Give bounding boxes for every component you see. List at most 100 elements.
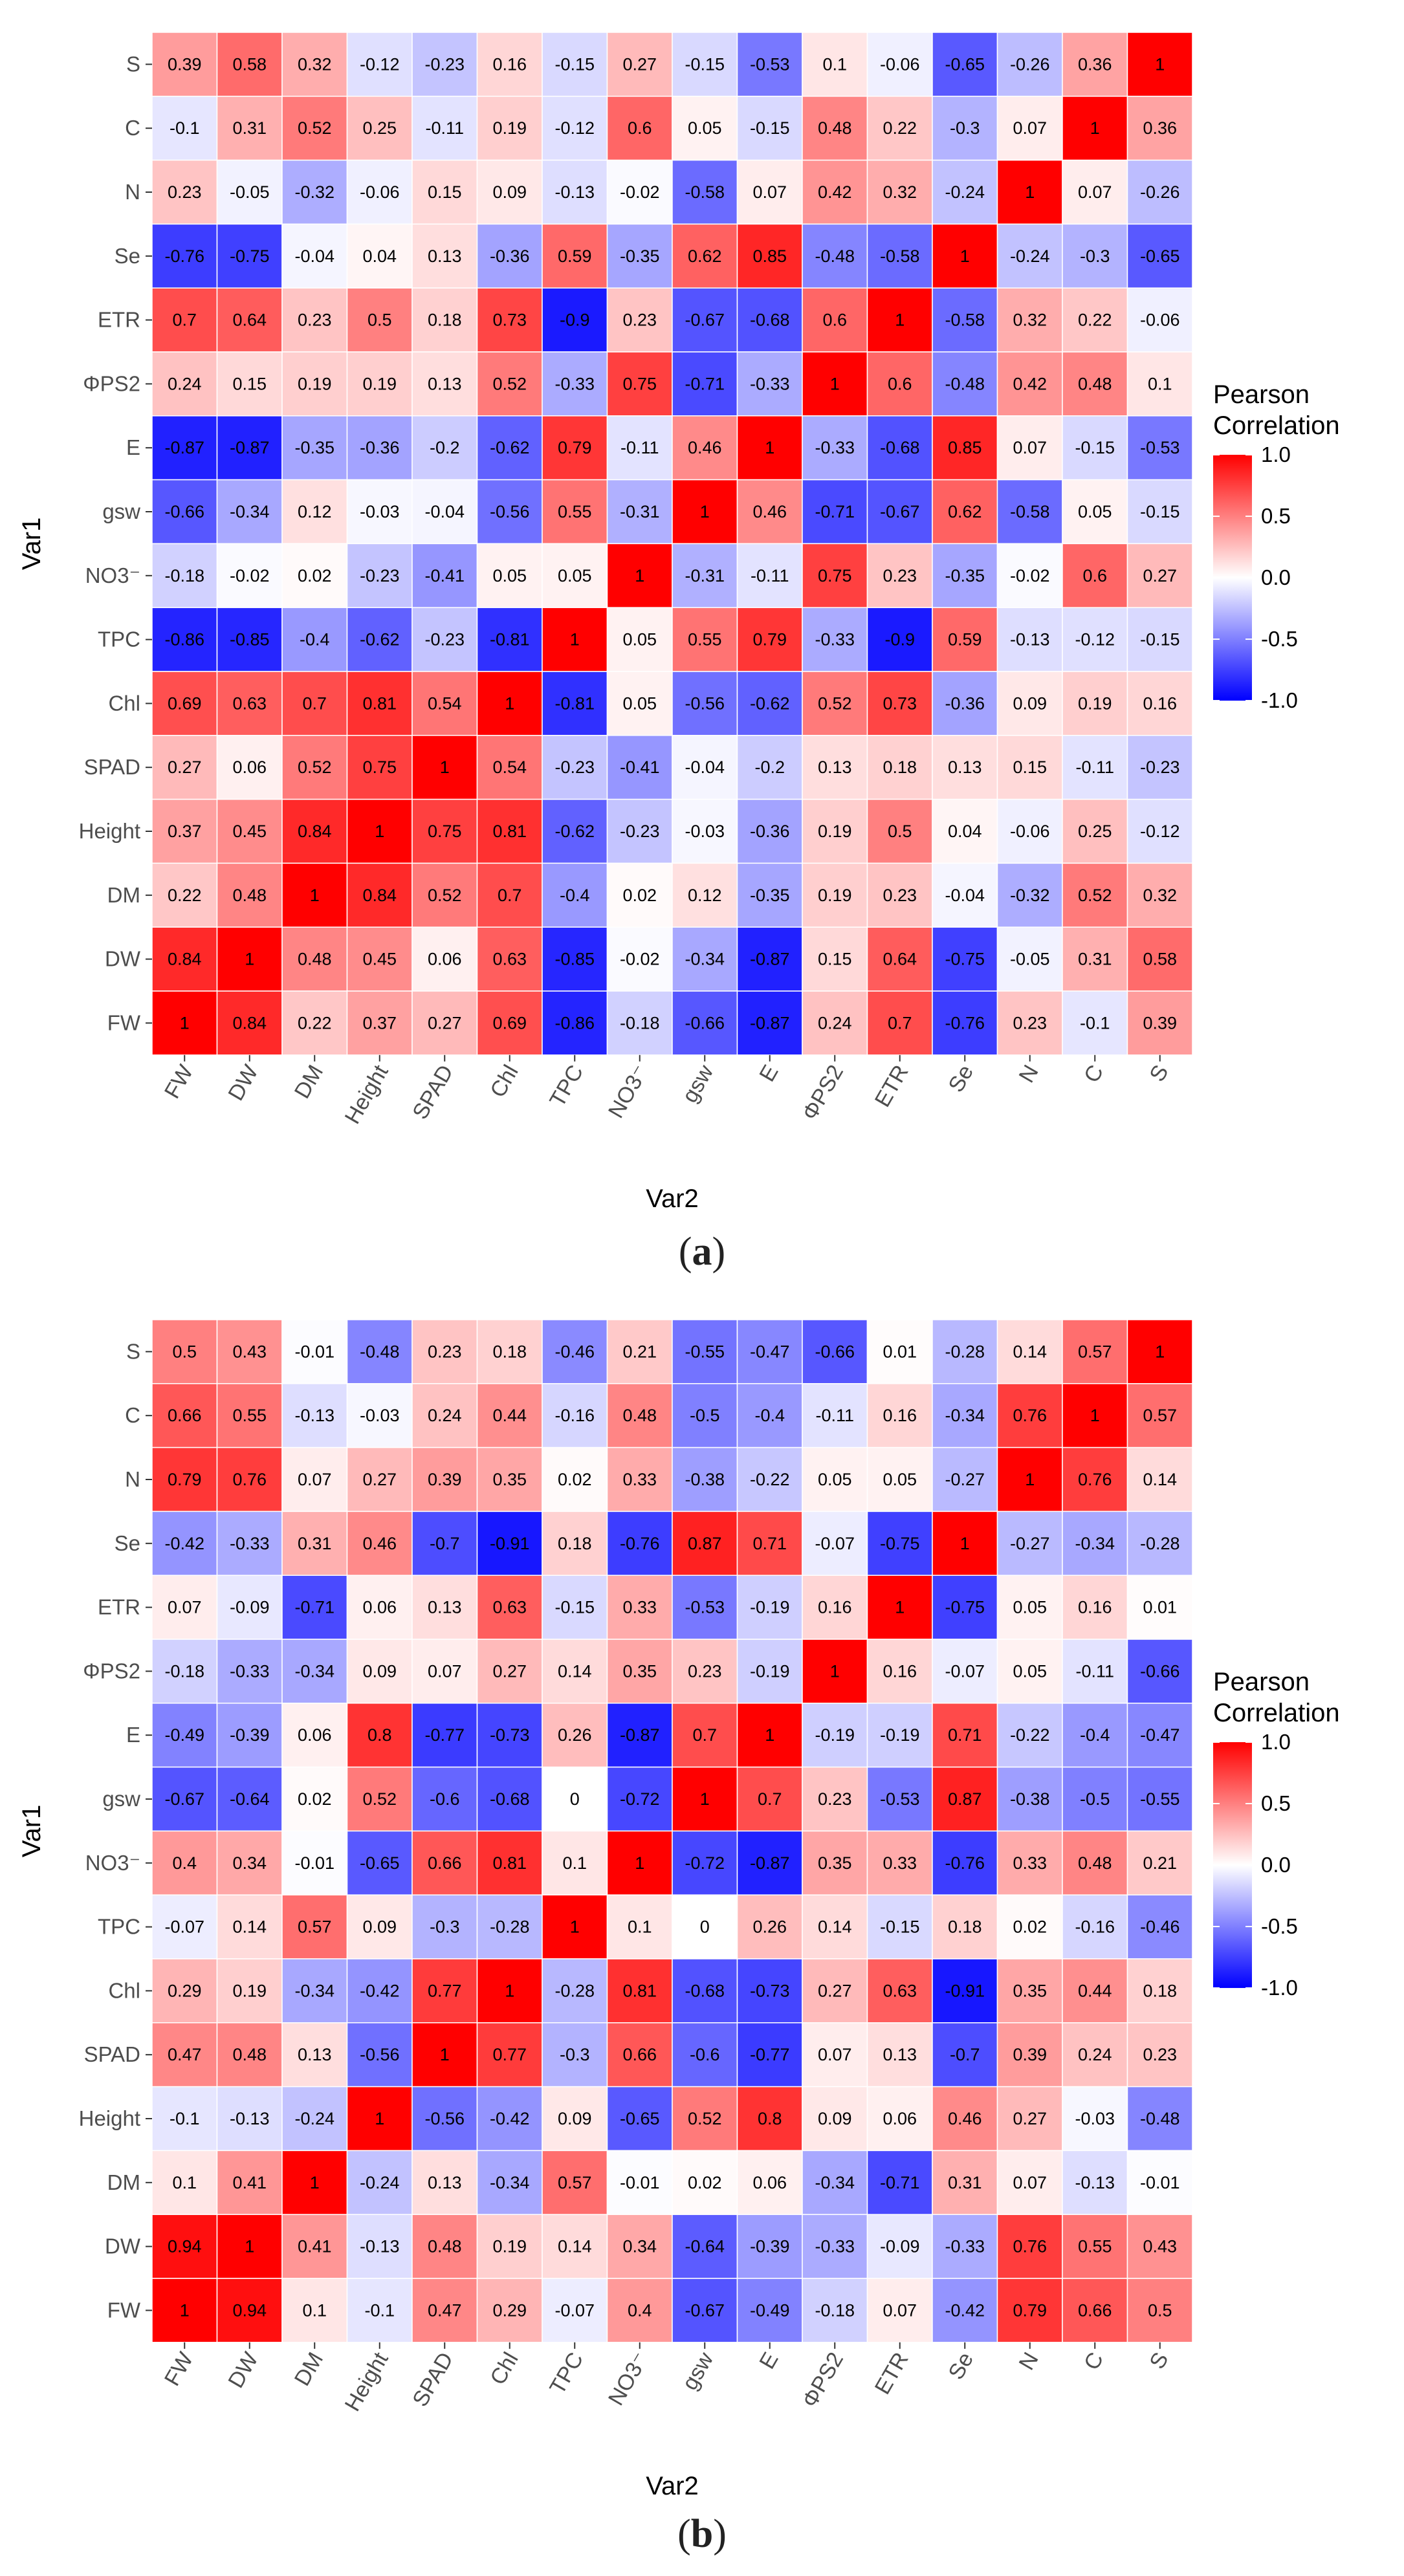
- heatmap-cell: [476, 1319, 543, 1384]
- cell-label: 0.57: [1078, 1342, 1112, 1361]
- heatmap-cell: [672, 479, 738, 545]
- cell-label: -0.38: [685, 1470, 725, 1489]
- cell-label: -0.87: [750, 1853, 790, 1873]
- heatmap-cell: [1062, 671, 1128, 736]
- cell-label: -0.12: [1140, 822, 1180, 841]
- heatmap-cell: [736, 479, 803, 545]
- heatmap-cell: [542, 990, 608, 1056]
- cell-label: -0.06: [880, 54, 920, 74]
- cell-label: 0.27: [362, 1470, 397, 1489]
- cell-label: 1: [960, 246, 970, 266]
- cell-label: 0.1: [1148, 374, 1172, 393]
- cell-label: -0.56: [360, 2045, 400, 2064]
- heatmap-cell: [1062, 2150, 1128, 2215]
- cell-label: -0.64: [230, 1789, 270, 1809]
- cell-label: 0.76: [1078, 1470, 1112, 1489]
- cell-label: 0.45: [362, 950, 397, 969]
- cell-label: 0.32: [883, 182, 917, 202]
- cell-label: -0.32: [1010, 886, 1050, 905]
- cell-label: 0.31: [232, 118, 267, 138]
- cell-label: -0.65: [1140, 246, 1180, 266]
- cell-label: -0.71: [685, 374, 725, 393]
- cell-label: 1: [1025, 1470, 1035, 1489]
- cell-label: 0.43: [1143, 2237, 1177, 2256]
- cell-label: -0.56: [424, 2109, 465, 2128]
- heatmap-cell: [346, 1639, 413, 1704]
- heatmap-cell: [736, 735, 803, 800]
- cell-label: 1: [635, 566, 644, 585]
- heatmap-cell: [216, 926, 283, 992]
- cell-label: -0.16: [1075, 1917, 1115, 1937]
- heatmap-cell: [151, 2150, 218, 2215]
- cell-label: 0.46: [752, 502, 787, 521]
- heatmap-cell: [216, 990, 283, 1056]
- heatmap-cell: [736, 96, 803, 161]
- cell-label: 0.31: [298, 1534, 332, 1553]
- heatmap-cell: [216, 351, 283, 417]
- cell-label: 0.1: [822, 54, 847, 74]
- cell-label: 1: [570, 1917, 580, 1937]
- cell-label: 0.8: [758, 2109, 782, 2128]
- y-tick-label: TPC: [98, 1915, 140, 1939]
- heatmap-cell: [866, 671, 933, 736]
- heatmap-cell: [606, 1703, 673, 1768]
- cell-label: 0.39: [1013, 2045, 1047, 2064]
- cell-label: 1: [375, 822, 384, 841]
- cell-label: 0.22: [883, 118, 917, 138]
- cell-label: 0.87: [948, 1789, 982, 1809]
- heatmap-cell: [996, 607, 1063, 672]
- cell-label: -0.3: [950, 118, 980, 138]
- cell-label: 0.79: [1013, 2300, 1047, 2320]
- cell-label: -0.53: [750, 54, 790, 74]
- y-axis-title: Var1: [17, 518, 46, 571]
- cell-label: -0.68: [490, 1789, 530, 1809]
- legend-tick-label: -0.5: [1261, 627, 1298, 651]
- heatmap-cell: [736, 926, 803, 992]
- cell-label: -0.13: [294, 1406, 335, 1425]
- cell-label: 0.07: [1013, 118, 1047, 138]
- cell-label: -0.19: [880, 1725, 920, 1745]
- heatmap-cell: [1062, 1319, 1128, 1384]
- cell-label: 0.07: [168, 1598, 202, 1617]
- heatmap-cell: [216, 1894, 283, 1959]
- cell-label: 0.94: [168, 2237, 202, 2256]
- heatmap-cell: [996, 1766, 1063, 1832]
- cell-label: -0.28: [490, 1917, 530, 1937]
- cell-label: 0.14: [558, 1661, 592, 1681]
- heatmap-cell: [802, 2150, 868, 2215]
- caption-a-letter: a: [692, 1230, 712, 1274]
- heatmap-cell: [996, 159, 1063, 225]
- heatmap-cell: [1126, 1319, 1193, 1384]
- cell-label: -0.3: [1080, 246, 1110, 266]
- cell-label: -0.23: [360, 566, 400, 585]
- heatmap-cell: [866, 1766, 933, 1832]
- cell-label: -0.49: [164, 1725, 204, 1745]
- heatmap-cell: [932, 990, 998, 1056]
- cell-label: -0.35: [294, 438, 335, 457]
- cell-label: -0.18: [815, 2300, 855, 2320]
- heatmap-cell: [346, 1703, 413, 1768]
- cell-label: 0.81: [492, 822, 527, 841]
- heatmap-cell: [346, 1511, 413, 1576]
- cell-label: 1: [180, 1013, 190, 1032]
- heatmap-cell: [932, 671, 998, 736]
- cell-label: 0.27: [818, 1981, 852, 2000]
- legend-tick-label: 0.0: [1261, 1853, 1291, 1877]
- heatmap-cell: [996, 543, 1063, 608]
- cell-label: -0.35: [945, 566, 985, 585]
- cell-label: -0.58: [945, 311, 985, 330]
- x-tick-label: SPAD: [408, 1061, 458, 1124]
- x-tick-label: S: [1145, 1061, 1173, 1086]
- cell-label: 0.05: [1013, 1661, 1047, 1681]
- heatmap-cell: [996, 1958, 1063, 2024]
- heatmap-cell: [996, 671, 1063, 736]
- heatmap-cell: [866, 2086, 933, 2152]
- cell-label: 1: [440, 758, 450, 777]
- heatmap-cell: [932, 1958, 998, 2024]
- heatmap-cell: [411, 415, 478, 481]
- cell-label: 1: [245, 2237, 254, 2256]
- cell-label: 0.39: [168, 54, 202, 74]
- heatmap-cell: [151, 287, 218, 353]
- cell-label: -0.47: [1140, 1725, 1180, 1745]
- cell-label: 0.47: [168, 2045, 202, 2064]
